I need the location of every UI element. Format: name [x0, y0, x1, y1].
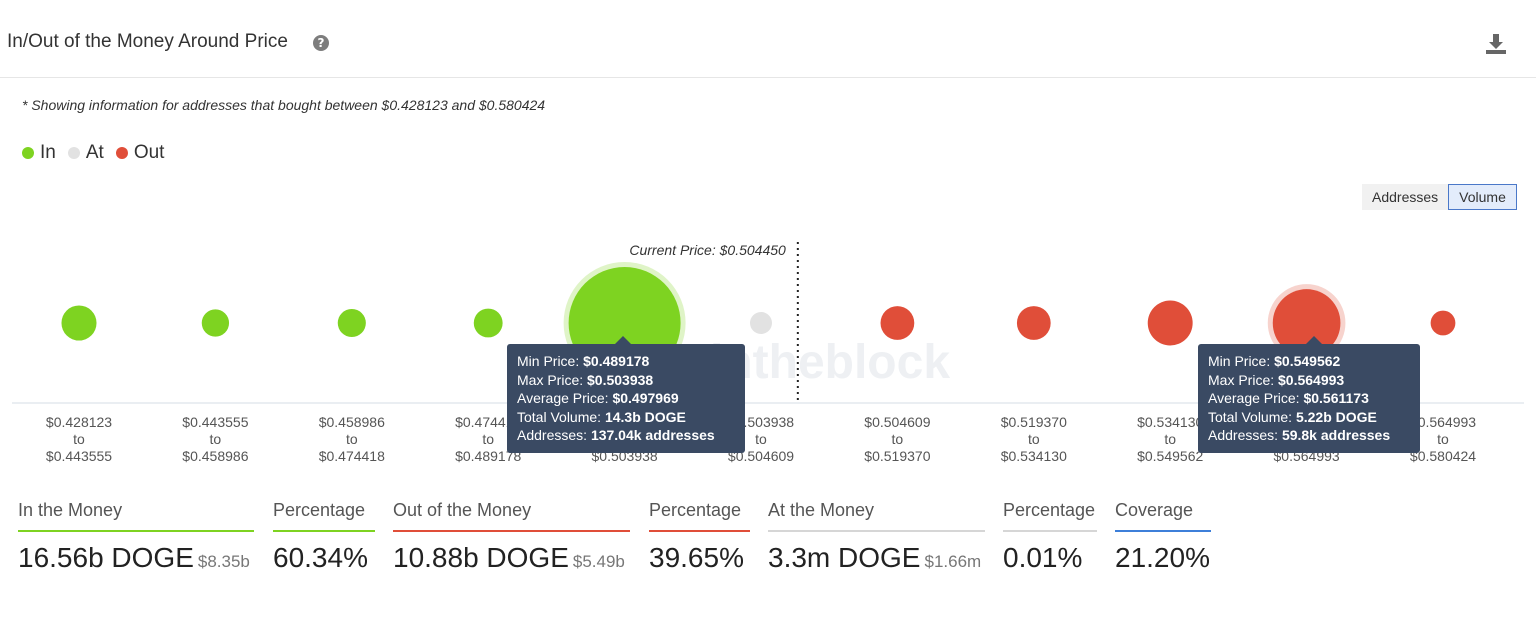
legend-item-in[interactable]: In — [22, 142, 56, 164]
stat-value: 60.34% — [273, 542, 368, 573]
stat-in-the-money: In the Money 16.56b DOGE $8.35b — [18, 500, 254, 574]
x-tick-label: $0.474418 — [319, 448, 385, 464]
question-circle-icon[interactable]: ? — [313, 35, 329, 51]
x-tick-label: $0.504609 — [728, 448, 794, 464]
bubble-range-7[interactable] — [880, 306, 915, 340]
x-tick-label: $0.534130 — [1001, 448, 1067, 464]
legend-label-in: In — [40, 142, 56, 163]
x-tick-label: $0.504609 — [864, 414, 930, 430]
tooltip-range-10: Min Price: $0.549562 Max Price: $0.56499… — [1198, 336, 1420, 453]
widget-header: In/Out of the Money Around Price ? — [0, 0, 1536, 78]
stat-value: 16.56b DOGE $8.35b — [18, 542, 254, 574]
stat-in-percentage: Percentage 60.34% — [273, 500, 375, 574]
legend-item-at[interactable]: At — [67, 142, 104, 164]
stat-out-percentage: Percentage 39.65% — [649, 500, 750, 574]
bubble-range-3[interactable] — [337, 308, 366, 338]
x-tick-label: to — [210, 431, 222, 447]
volume-toggle-button[interactable]: Volume — [1448, 184, 1517, 210]
tooltip-min-row: Min Price: $0.489178 — [517, 353, 650, 369]
legend: In At Out — [22, 142, 164, 164]
bubble-range-8[interactable] — [1016, 306, 1051, 340]
stat-value-main: 16.56b DOGE — [18, 542, 194, 573]
tooltip-range-5: Min Price: $0.489178 Max Price: $0.50393… — [507, 336, 745, 453]
stat-value: 3.3m DOGE $1.66m — [768, 542, 985, 574]
bubble-range-9[interactable] — [1147, 300, 1193, 346]
tooltip-min-row: Min Price: $0.549562 — [1208, 353, 1341, 369]
stat-value-usd: $8.35b — [197, 552, 250, 571]
tooltip-max-row: Max Price: $0.503938 — [517, 371, 654, 388]
x-tick-label: $0.489178 — [455, 448, 521, 464]
stat-value: 0.01% — [1003, 542, 1083, 573]
info-note: * Showing information for addresses that… — [22, 97, 546, 113]
stat-coverage: Coverage 21.20% — [1115, 500, 1211, 574]
legend-dot-in — [22, 147, 34, 159]
legend-item-out[interactable]: Out — [115, 142, 165, 164]
stat-value-main: 10.88b DOGE — [393, 542, 569, 573]
tooltip-addr-row: Addresses: 137.04k addresses — [517, 427, 715, 444]
tooltip-addr-row: Addresses: 59.8k addresses — [1208, 427, 1391, 444]
stat-value: 21.20% — [1115, 542, 1210, 573]
legend-dot-at — [67, 147, 80, 159]
bubble-range-1[interactable] — [61, 305, 97, 341]
tooltip-avg-row: Average Price: $0.497969 — [517, 390, 679, 407]
legend-label-at: At — [85, 142, 104, 163]
addresses-toggle-button[interactable]: Addresses — [1362, 184, 1449, 210]
watermark-logo: intheblock — [710, 336, 950, 389]
bubble-range-11[interactable] — [1430, 310, 1456, 336]
stat-value: 39.65% — [649, 542, 744, 573]
tooltip-vol-row: Total Volume: 14.3b DOGE — [517, 408, 686, 425]
stat-value-usd: $5.49b — [572, 552, 625, 571]
bubble-range-4[interactable] — [473, 308, 503, 338]
bubble-range-6[interactable] — [750, 312, 772, 334]
x-tick-label: $0.428123 — [46, 414, 112, 430]
x-tick-label: $0.564993 — [1410, 414, 1476, 430]
stat-at-percentage: Percentage 0.01% — [1003, 500, 1097, 574]
stat-label: Percentage — [649, 500, 750, 532]
x-tick-label: to — [346, 431, 358, 447]
x-tick-label: $0.519370 — [864, 448, 930, 464]
stat-label: In the Money — [18, 500, 254, 532]
x-tick-label: to — [755, 431, 767, 447]
bubble-range-10[interactable] — [1272, 289, 1341, 357]
x-tick-label: to — [482, 431, 494, 447]
x-tick-label: to — [1164, 431, 1176, 447]
current-price-label: Current Price: $0.504450 — [629, 242, 786, 258]
stat-value-main: 3.3m DOGE — [768, 542, 921, 573]
x-tick-label: $0.443555 — [182, 414, 248, 430]
bubble-range-2[interactable] — [201, 309, 230, 337]
x-tick-label: $0.519370 — [1001, 414, 1067, 430]
x-tick-label: $0.534130 — [1137, 414, 1203, 430]
view-toggle: Addresses Volume — [1362, 184, 1517, 210]
legend-label-out: Out — [133, 142, 165, 163]
x-tick-label: $0.474418 — [455, 414, 521, 430]
stat-at-the-money: At the Money 3.3m DOGE $1.66m — [768, 500, 985, 574]
x-tick-label: to — [1437, 431, 1449, 447]
stat-label: Percentage — [1003, 500, 1097, 532]
legend-dot-out — [115, 147, 128, 159]
stat-label: Out of the Money — [393, 500, 630, 532]
x-tick-label: $0.458986 — [182, 448, 248, 464]
stat-out-of-the-money: Out of the Money 10.88b DOGE $5.49b — [393, 500, 630, 574]
x-tick-label: $0.549562 — [1137, 448, 1203, 464]
tooltip-vol-row: Total Volume: 5.22b DOGE — [1208, 408, 1377, 425]
tooltip-avg-row: Average Price: $0.561173 — [1208, 390, 1369, 407]
x-tick-label: to — [892, 431, 904, 447]
x-tick-label: $0.458986 — [319, 414, 385, 430]
stat-label: Percentage — [273, 500, 375, 532]
download-icon[interactable] — [1484, 32, 1508, 56]
stat-label: At the Money — [768, 500, 985, 532]
stat-label: Coverage — [1115, 500, 1211, 532]
stat-value-usd: $1.66m — [924, 552, 982, 571]
tooltip-max-row: Max Price: $0.564993 — [1208, 371, 1345, 388]
x-tick-label: to — [73, 431, 85, 447]
widget-title: In/Out of the Money Around Price — [7, 31, 288, 52]
x-tick-label: $0.443555 — [46, 448, 112, 464]
x-tick-label: to — [1028, 431, 1040, 447]
stat-value: 10.88b DOGE $5.49b — [393, 542, 630, 574]
x-tick-label: $0.580424 — [1410, 448, 1476, 464]
